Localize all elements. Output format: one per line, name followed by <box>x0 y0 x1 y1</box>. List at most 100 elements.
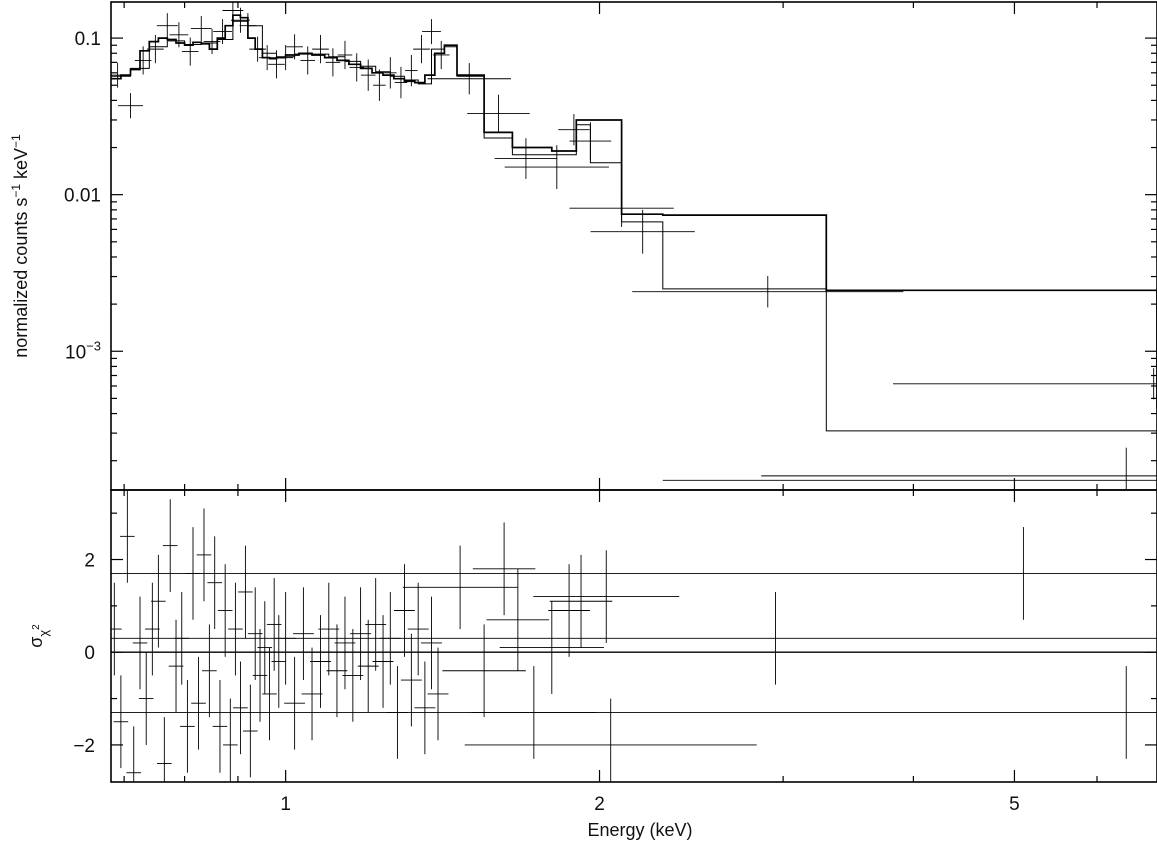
residuals-panel: 2 0 −2 1 2 5 <box>73 489 1157 815</box>
residuals-frame <box>110 489 1157 783</box>
residual-y-tick-label: −2 <box>73 736 95 757</box>
spectrum-data-point <box>373 69 386 101</box>
x-axis-title: Energy (keV) <box>587 820 692 840</box>
spectrum-data-point <box>111 62 126 88</box>
residual-point <box>111 582 122 676</box>
residual-point <box>350 587 372 681</box>
residual-point <box>168 619 184 713</box>
tick-base: 0.01 <box>64 186 101 207</box>
model-step-primary-line <box>111 14 1157 409</box>
x-tick-label: 5 <box>1009 794 1020 815</box>
residual-point <box>113 675 129 769</box>
spectrum-data-point <box>558 114 590 146</box>
residual-point <box>180 680 195 773</box>
spectrum-data-point <box>337 40 353 70</box>
spectrum-frame <box>110 1 1157 491</box>
residual-point <box>207 536 223 630</box>
spectrum-data-point <box>231 7 250 33</box>
residual-point <box>243 684 258 778</box>
spectrum-data-point <box>467 94 530 133</box>
spectrum-data-point <box>590 209 695 254</box>
residual-y-axis-title: σχ2 <box>26 624 51 648</box>
residual-point <box>421 596 442 690</box>
spectrum-data-point <box>169 22 189 48</box>
spectrum-y-tick-label: 0.1 <box>75 29 101 50</box>
x-tick-label: 1 <box>280 794 291 815</box>
residual-y-tick-label: 0 <box>84 643 95 664</box>
spectrum-data-point <box>761 447 1157 490</box>
spectrum-y-axis-title: normalized counts s−1 keV−1 <box>9 134 31 358</box>
spectrum-panel: 0.1 0.01 10−3 <box>64 1 1157 491</box>
spectrum-data-point <box>213 19 232 45</box>
model-step-secondary-line <box>111 20 1157 432</box>
spectrum-data-point <box>427 63 511 95</box>
tick-exponent: −3 <box>86 338 101 353</box>
residual-point <box>271 615 287 708</box>
spectrum-data-point <box>190 16 212 42</box>
tick-base: 10 <box>65 342 86 363</box>
spectrum-data-point <box>239 13 257 39</box>
residual-tick-marks <box>111 490 1157 782</box>
tick-base: 0.1 <box>75 29 101 50</box>
residual-point <box>138 652 154 745</box>
residual-point <box>223 698 238 782</box>
residual-point <box>238 545 253 639</box>
residual-point <box>414 661 436 755</box>
residual-point <box>486 568 550 671</box>
residual-point <box>284 656 306 750</box>
residual-point <box>120 490 135 583</box>
residual-point <box>310 615 331 708</box>
spectrum-data-point <box>569 122 612 160</box>
residual-point <box>111 591 1157 685</box>
residual-point <box>533 550 680 643</box>
residual-point <box>442 624 526 718</box>
spectrum-y-tick-label: 0.01 <box>64 186 101 207</box>
spectrum-data-point <box>156 13 178 39</box>
residual-point <box>402 545 518 630</box>
residual-point <box>191 656 206 750</box>
residual-point <box>472 522 536 616</box>
x-tick-labels: 1 2 5 <box>280 794 1019 815</box>
spectrum-data-point <box>394 66 408 99</box>
spectrum-data-point <box>893 368 1157 400</box>
model-step-primary <box>111 14 1157 409</box>
residual-point <box>196 508 212 602</box>
spectrum-data-point <box>384 57 397 89</box>
residual-point <box>217 564 233 657</box>
spectrum-data-point <box>569 189 674 227</box>
residual-point <box>301 647 323 741</box>
spectrum-data-point <box>432 40 450 70</box>
residual-point <box>400 633 422 727</box>
residual-point <box>162 499 178 592</box>
residual-data-points <box>111 490 1157 782</box>
spectrum-data-point <box>286 34 303 60</box>
residual-point <box>262 647 277 741</box>
spectrum-data-point <box>181 37 199 66</box>
spectrum-data-point <box>222 2 244 24</box>
spectrum-y-tick-label: 10−3 <box>65 338 101 363</box>
spectrum-data-point <box>349 53 365 82</box>
residual-point <box>499 601 604 694</box>
residual-y-tick-labels: 2 0 −2 <box>73 551 95 757</box>
residual-point <box>318 582 340 676</box>
spectrum-tick-marks <box>111 2 1157 490</box>
residual-point <box>394 564 415 657</box>
residual-point <box>132 596 148 690</box>
spectrum-data-point <box>249 36 266 62</box>
spectrum-data-point <box>203 29 221 55</box>
spectrum-data-point <box>312 35 329 64</box>
spectrum-data-point <box>258 45 276 71</box>
x-tick-label: 2 <box>594 794 605 815</box>
spectrum-data-point <box>504 145 609 190</box>
residual-point <box>334 596 356 690</box>
residual-point <box>126 726 142 782</box>
spectrum-data-point <box>632 276 904 308</box>
residual-point <box>549 554 613 648</box>
spectrum-data-point <box>147 35 164 64</box>
residual-point <box>292 587 314 681</box>
residual-point <box>228 582 243 676</box>
spectrum-data-point <box>134 46 152 75</box>
spectrum-data-point <box>405 54 418 87</box>
spectrum-y-tick-labels: 0.1 0.01 10−3 <box>64 29 101 363</box>
residual-point <box>111 666 1157 759</box>
